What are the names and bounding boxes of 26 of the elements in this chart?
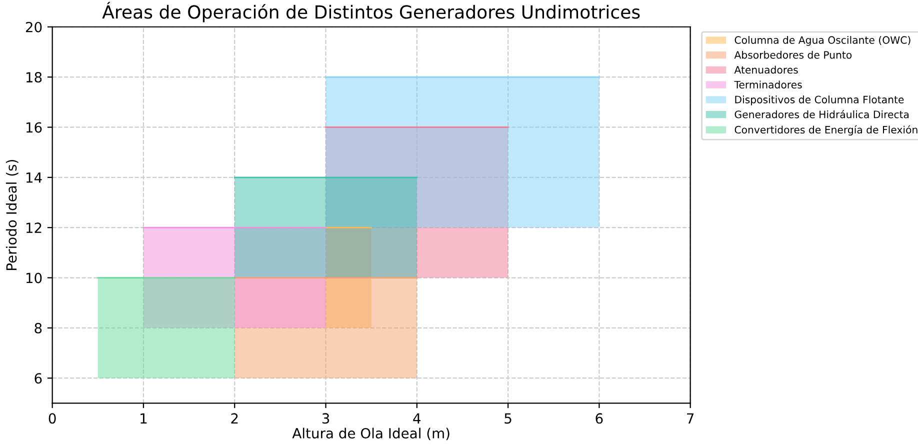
legend-label: Terminadores xyxy=(734,80,802,88)
legend-label: Absorbedores de Punto xyxy=(734,50,852,59)
legend-label: Columna de Agua Oscilante (OWC) xyxy=(734,36,910,46)
legend-label: Dispositivos de Columna Flotante xyxy=(735,96,904,106)
y-tick-label: 8 xyxy=(34,322,42,334)
y-tick-label: 18 xyxy=(26,72,42,83)
x-tick-label: 6 xyxy=(596,413,603,424)
legend-label: Convertidores de Energía de Flexión xyxy=(734,125,918,136)
x-tick-label: 0 xyxy=(48,413,56,424)
x-tick-label: 5 xyxy=(504,413,512,424)
x-tick-label: 4 xyxy=(413,413,421,424)
chart-title: Áreas de Operación de Distintos Generadores Undimotrices xyxy=(102,2,640,22)
legend-label: Atenuadores xyxy=(734,66,798,74)
y-tick-label: 16 xyxy=(26,122,42,133)
y-tick-label: 14 xyxy=(26,172,42,183)
y-axis-title: Periodo Ideal (s) xyxy=(6,160,18,270)
x-tick-label: 2 xyxy=(231,413,238,424)
x-tick-label: 1 xyxy=(140,413,147,424)
x-tick-label: 7 xyxy=(687,413,694,424)
legend-label: Generadores de Hidráulica Directa xyxy=(734,110,909,118)
y-tick-label: 10 xyxy=(26,272,42,284)
y-tick-label: 6 xyxy=(34,373,42,384)
x-tick-label: 3 xyxy=(322,413,330,424)
y-tick-label: 20 xyxy=(26,22,42,32)
y-tick-label: 12 xyxy=(26,222,42,233)
x-axis-title: Altura de Ola Ideal (m) xyxy=(292,428,450,440)
